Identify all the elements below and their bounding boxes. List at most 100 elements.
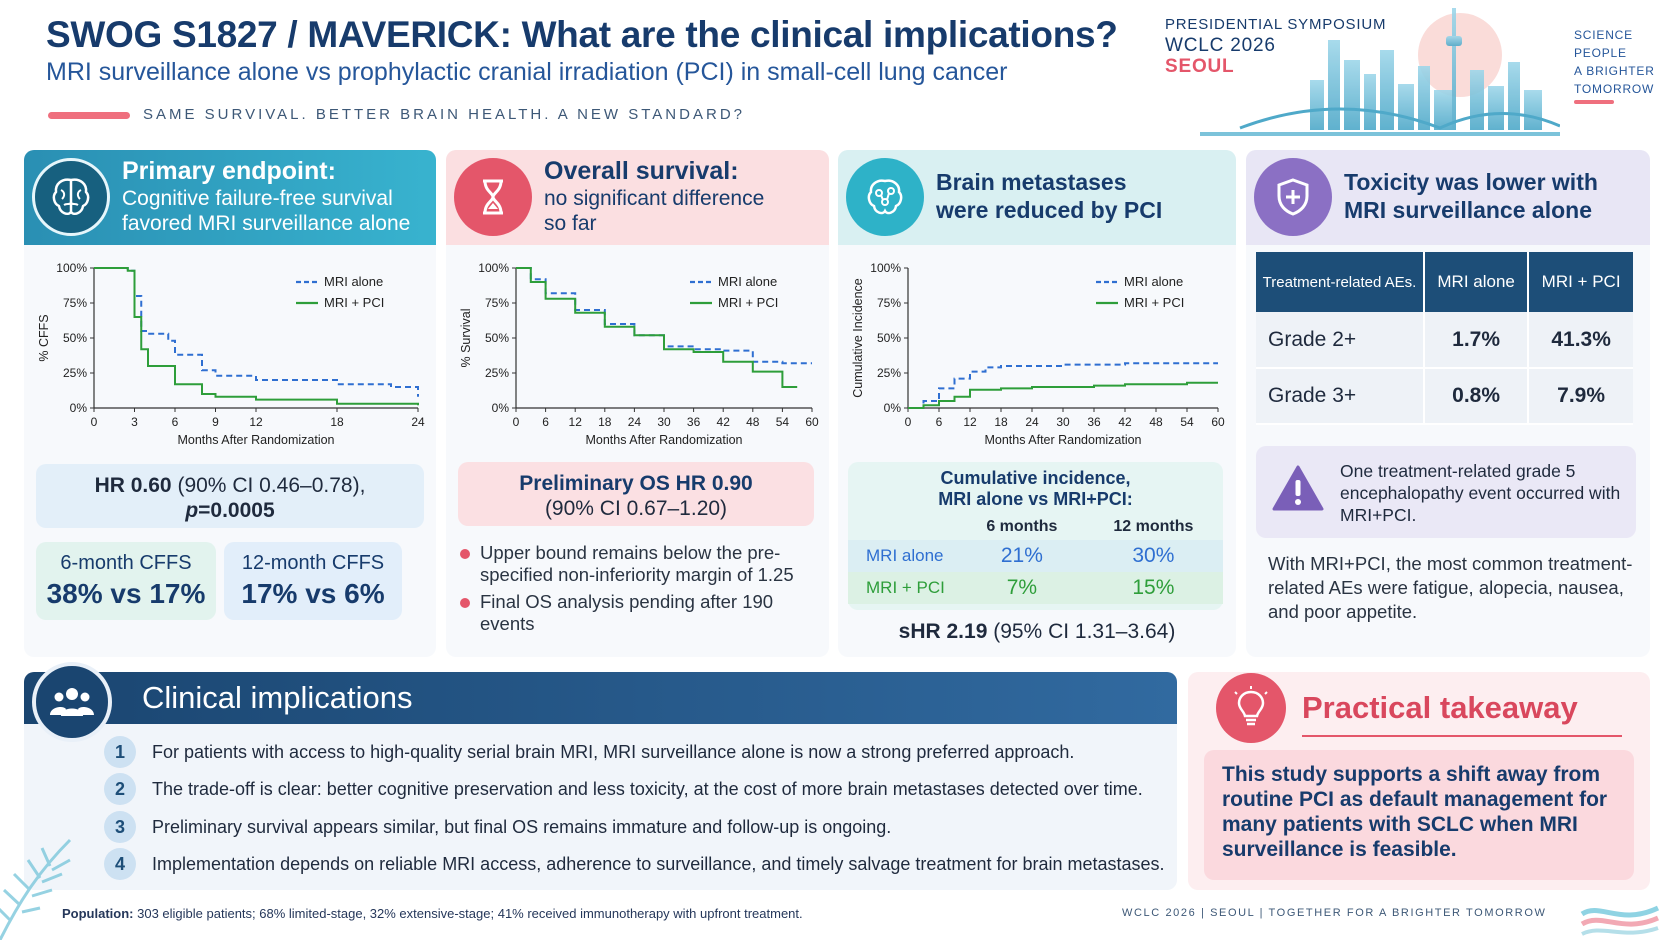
y-axis-label: % Survival [459, 308, 473, 367]
grade5-warning: One treatment-related grade 5 encephalop… [1256, 446, 1636, 538]
population-note: Population: 303 eligible patients; 68% l… [62, 906, 803, 921]
y-axis-label: % CFFS [37, 314, 51, 361]
x-tick-label: 12 [249, 415, 263, 429]
item-text: Implementation depends on reliable MRI a… [152, 853, 1165, 874]
y-tick-label: 0% [70, 401, 88, 415]
x-tick-label: 36 [1087, 415, 1101, 429]
y-axis-label: Cumulative Incidence [851, 278, 865, 398]
hr-value: Preliminary OS HR 0.90 [519, 472, 753, 495]
x-tick-label: 60 [805, 415, 819, 429]
x-tick-label: 0 [513, 415, 520, 429]
implication-item: 1 For patients with access to high-qualit… [104, 736, 1074, 768]
hourglass-icon [454, 158, 532, 236]
cell-value: 0.8% [1422, 368, 1529, 425]
card-header: Primary endpoint: Cognitive failure-free… [24, 150, 436, 245]
y-tick-label: 0% [884, 401, 902, 415]
card-header: Toxicity was lower with MRI surveillance… [1246, 150, 1650, 245]
card-subtitle: favored MRI surveillance alone [122, 212, 411, 235]
motto-line: A BRIGHTER [1574, 64, 1655, 78]
item-text: For patients with access to high-quality… [152, 741, 1075, 762]
cell-value: 41.3% [1527, 312, 1633, 369]
people-icon [32, 662, 112, 742]
y-tick-label: 100% [870, 261, 901, 275]
cumulative-incidence-table: Cumulative incidence, MRI alone vs MRI+P… [848, 462, 1223, 610]
conference-city: SEOUL [1165, 56, 1235, 77]
tagline-accent-bar [48, 112, 130, 119]
x-tick-label: 6 [172, 415, 179, 429]
y-tick-label: 75% [485, 296, 509, 310]
p-value: =0.0005 [198, 499, 275, 522]
legend-label: MRI + PCI [1124, 295, 1184, 310]
table-row: Grade 3+ 0.8% 7.9% [1256, 368, 1633, 425]
x-tick-label: 3 [131, 415, 138, 429]
x-tick-label: 18 [994, 415, 1008, 429]
brain-icon [32, 158, 110, 236]
adverse-events-table: Treatment-related AEs. MRI alone MRI + P… [1256, 252, 1633, 425]
card-subtitle: no significant difference [544, 187, 765, 210]
cell-value: 1.7% [1422, 312, 1529, 369]
item-number: 3 [104, 811, 136, 843]
motto-accent-bar [1574, 100, 1614, 104]
y-tick-label: 0% [492, 401, 510, 415]
x-tick-label: 6 [936, 415, 943, 429]
warning-text: One treatment-related grade 5 encephalop… [1340, 461, 1621, 525]
clinical-implications-header [24, 672, 1177, 724]
warning-icon [1272, 465, 1324, 511]
wave-decoration [1580, 905, 1660, 936]
y-tick-label: 100% [478, 261, 509, 275]
card-title: Overall survival: [544, 157, 739, 185]
x-tick-label: 48 [746, 415, 760, 429]
os-notes: Upper bound remains below the pre-specif… [458, 542, 798, 640]
card-title: Brain metastases [936, 169, 1127, 195]
y-tick-label: 50% [63, 331, 87, 345]
legend-label: MRI alone [324, 274, 383, 289]
hr-value: HR 0.60 [94, 474, 172, 497]
population-text: 303 eligible patients; 68% limited-stage… [133, 906, 803, 921]
column-header: 6 months [986, 518, 1058, 535]
x-tick-label: 12 [569, 415, 583, 429]
x-tick-label: 6 [542, 415, 549, 429]
series-line-mri-alone [94, 267, 419, 397]
y-tick-label: 50% [877, 331, 901, 345]
takeaway-text: This study supports a shift away from ro… [1204, 750, 1634, 880]
implication-item: 4 Implementation depends on reliable MRI … [104, 848, 1165, 880]
stat-value: 38% vs 17% [46, 578, 206, 609]
legend-label: MRI + PCI [718, 295, 778, 310]
x-tick-label: 18 [330, 415, 344, 429]
series-line-mri-pci [516, 267, 798, 388]
y-tick-label: 25% [63, 366, 87, 380]
stat-6-month-cffs: 6-month CFFS 38% vs 17% [36, 542, 216, 620]
column-header: MRI alone [1422, 252, 1529, 312]
tagline: SAME SURVIVAL. BETTER BRAIN HEALTH. A NE… [143, 106, 745, 123]
cffs-kaplan-meier-chart: 0% 25% 50% 75% 100% 0 3 6 9 12 18 24 Months After Ra… [37, 261, 425, 447]
x-tick-label: 36 [687, 415, 701, 429]
y-tick-label: 25% [485, 366, 509, 380]
stat-label: 12-month CFFS [241, 552, 385, 574]
page-title: SWOG S1827 / MAVERICK: What are the clin… [46, 14, 1118, 55]
motto-line: PEOPLE [1574, 46, 1627, 60]
card-title: MRI surveillance alone [1344, 197, 1592, 223]
legend-label: MRI alone [718, 274, 777, 289]
cell-value: 7.9% [1527, 368, 1633, 425]
item-text: Preliminary survival appears similar, bu… [152, 816, 892, 837]
symposium-badge: PRESIDENTIAL SYMPOSIUM WCLC 2026 SEOUL [1165, 14, 1386, 77]
x-tick-label: 24 [628, 415, 642, 429]
shr-ci: (95% CI 1.31–3.64) [987, 620, 1176, 643]
table-row: MRI + PCI 7% 15% [848, 572, 1223, 604]
column-header: 12 months [1113, 518, 1194, 535]
os-kaplan-meier-chart: 0% 25% 50% 75% 100% 0 6 12 18 24 30 36 42 48 54 60 Month… [459, 261, 819, 447]
row-label: Grade 2+ [1256, 312, 1424, 369]
y-tick-label: 50% [485, 331, 509, 345]
legend-label: MRI alone [1124, 274, 1183, 289]
card-toxicity: Toxicity was lower with MRI surveillance… [1246, 150, 1650, 657]
palm-leaf-decoration [0, 838, 72, 940]
y-tick-label: 25% [877, 366, 901, 380]
item-number: 2 [104, 773, 136, 805]
x-tick-label: 12 [963, 415, 977, 429]
x-tick-label: 0 [91, 415, 98, 429]
card-subtitle: so far [544, 212, 597, 235]
symposium-label: PRESIDENTIAL SYMPOSIUM [1165, 16, 1387, 33]
os-note-item: Upper bound remains below the pre-specif… [458, 542, 798, 586]
x-tick-label: 60 [1211, 415, 1225, 429]
item-number: 1 [104, 736, 136, 768]
